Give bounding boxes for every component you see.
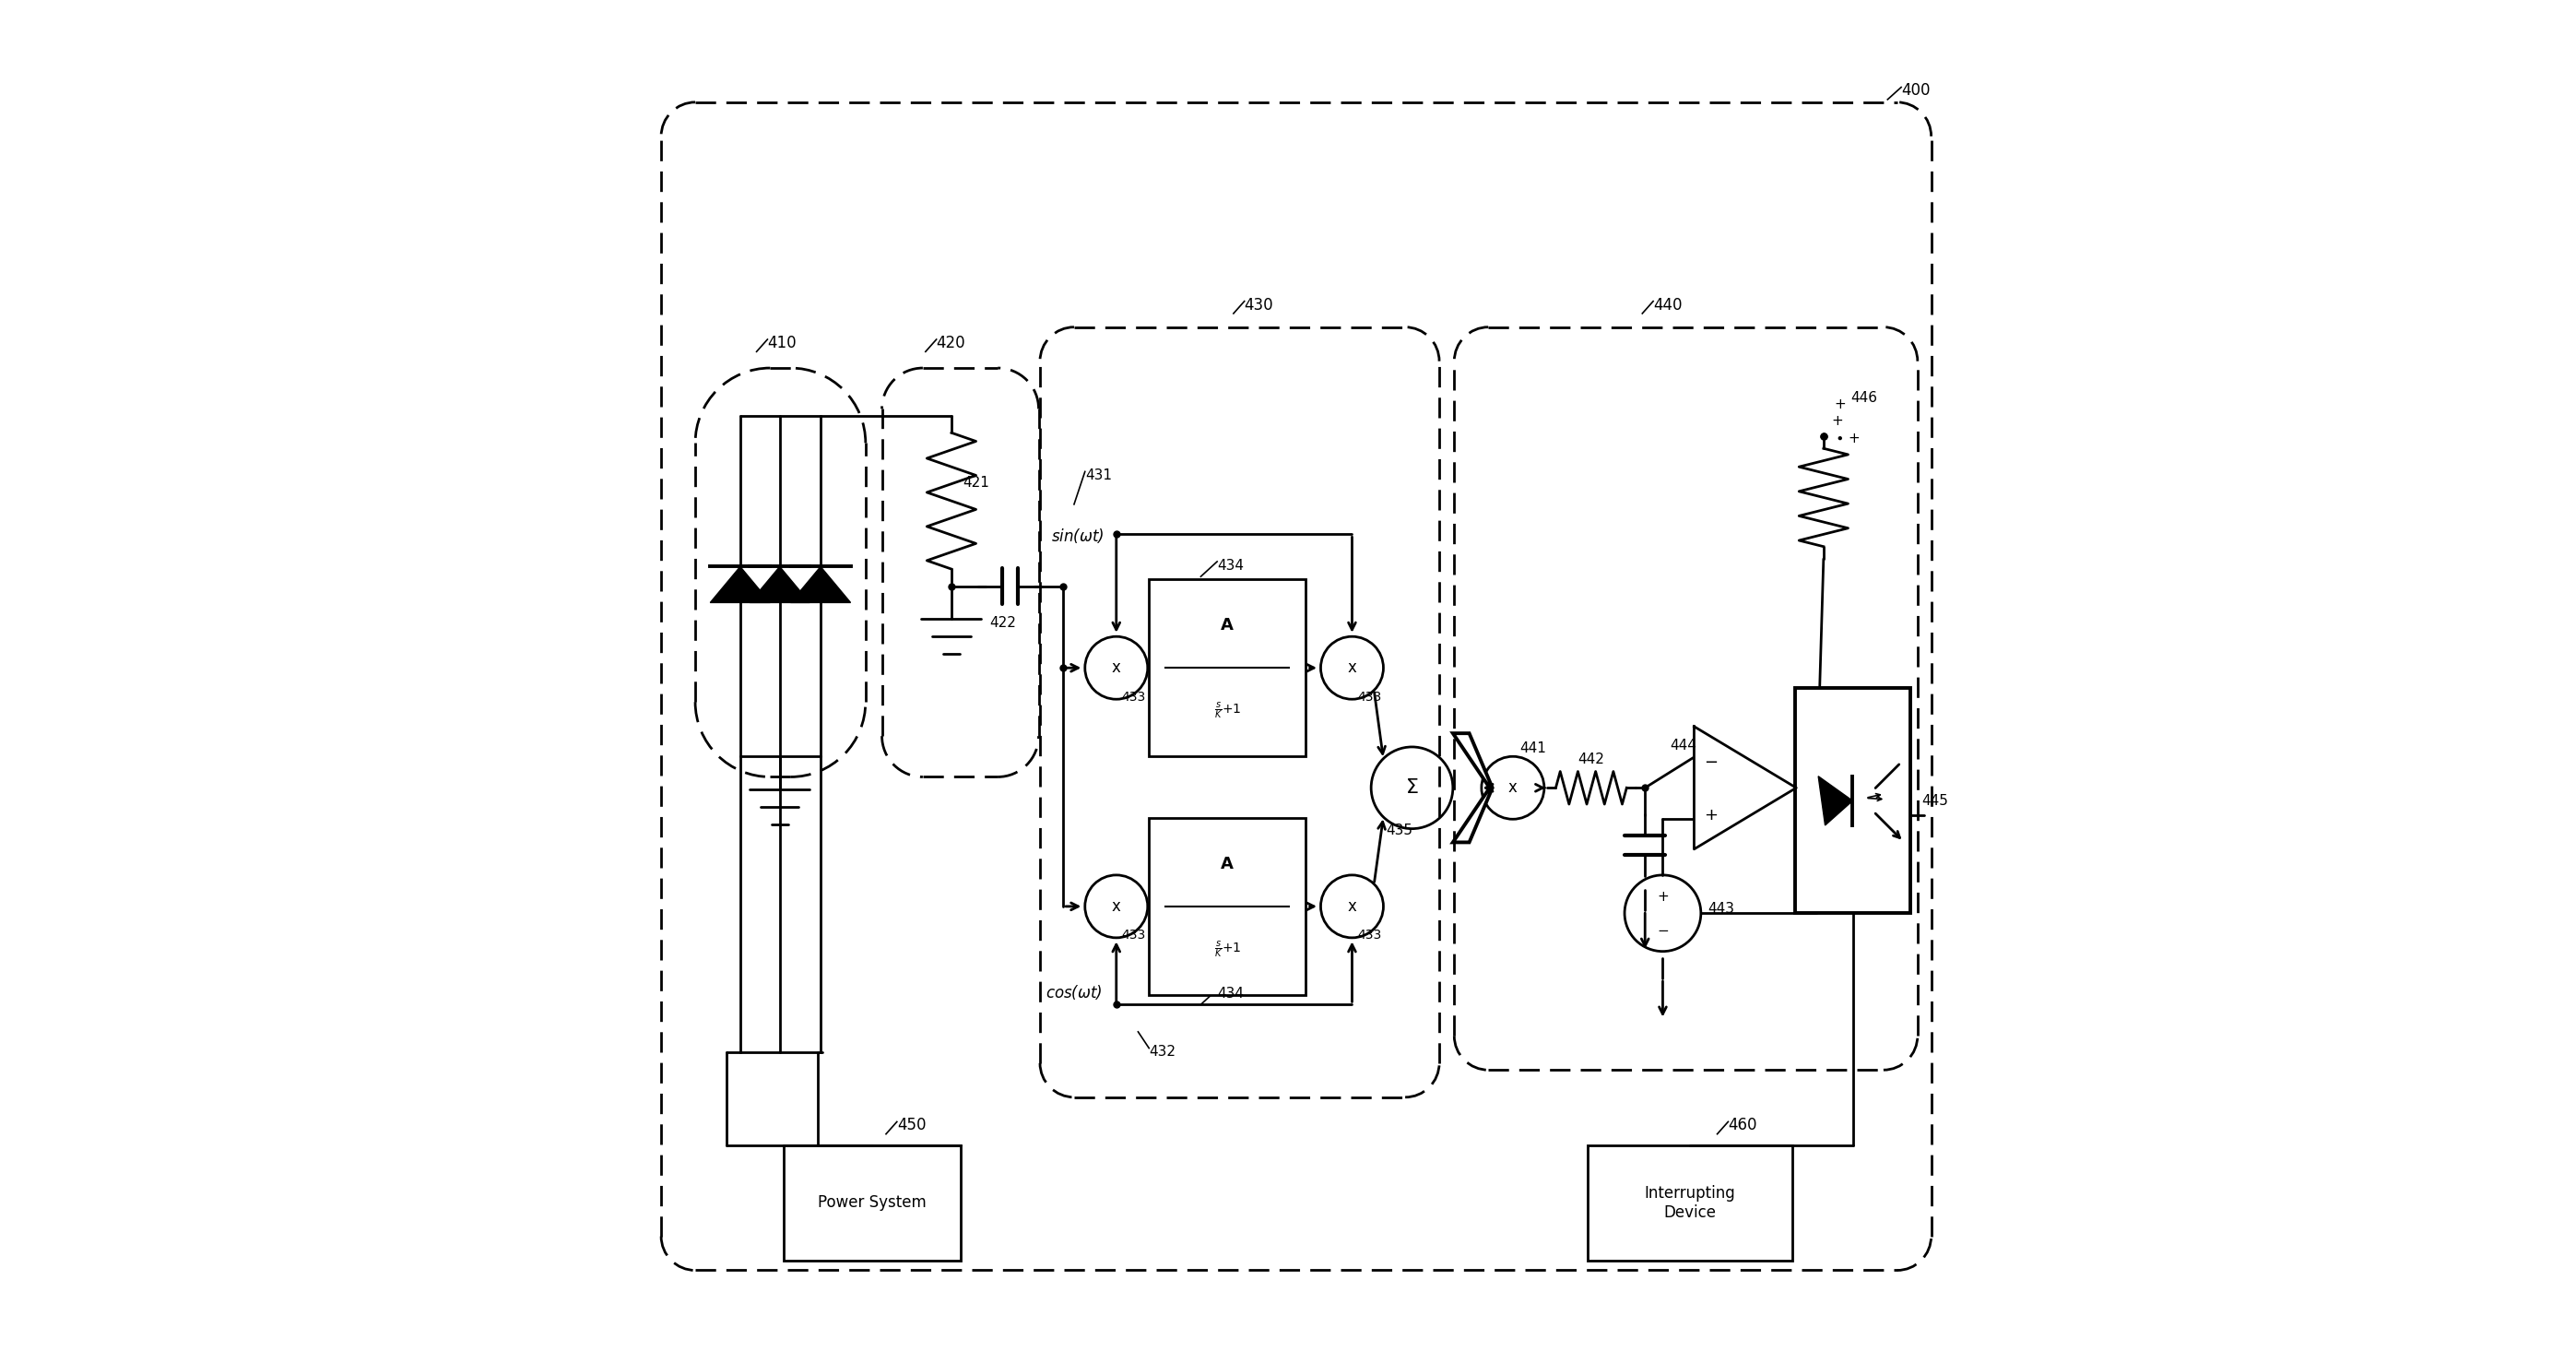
Polygon shape	[1695, 726, 1795, 849]
Text: $\bullet$ +: $\bullet$ +	[1834, 432, 1860, 446]
Bar	[1587, 1145, 1793, 1261]
Text: x: x	[1347, 898, 1358, 915]
Text: $\Sigma$: $\Sigma$	[1406, 778, 1419, 797]
Text: $\frac{s}{K}$+1: $\frac{s}{K}$+1	[1213, 939, 1242, 960]
Text: 420: 420	[938, 335, 966, 352]
Text: $-$: $-$	[1656, 923, 1669, 936]
Text: +: +	[1834, 398, 1847, 412]
Text: $\frac{s}{K}$+1: $\frac{s}{K}$+1	[1213, 701, 1242, 721]
Text: 443: 443	[1708, 902, 1734, 916]
Text: 410: 410	[768, 335, 796, 352]
Text: 446: 446	[1850, 391, 1878, 405]
Text: x: x	[1113, 898, 1121, 915]
Polygon shape	[711, 567, 770, 602]
Text: A: A	[1221, 856, 1234, 872]
Text: 431: 431	[1084, 469, 1113, 483]
Text: 433: 433	[1358, 691, 1381, 703]
Text: x: x	[1347, 660, 1358, 676]
Text: 434: 434	[1216, 559, 1244, 572]
Polygon shape	[1819, 776, 1852, 826]
Text: 421: 421	[963, 476, 989, 491]
Text: $+$: $+$	[1656, 890, 1669, 904]
Text: 430: 430	[1244, 297, 1273, 313]
Text: Interrupting
Device: Interrupting Device	[1643, 1184, 1736, 1221]
Text: 433: 433	[1121, 930, 1146, 942]
Text: cos($\omega$t): cos($\omega$t)	[1046, 983, 1103, 1002]
Text: x: x	[1510, 780, 1517, 796]
Text: 400: 400	[1901, 83, 1929, 99]
Text: 450: 450	[896, 1118, 925, 1134]
Text: 432: 432	[1149, 1045, 1175, 1059]
Text: 433: 433	[1121, 691, 1146, 703]
Polygon shape	[750, 567, 809, 602]
Text: 460: 460	[1728, 1118, 1757, 1134]
Text: 422: 422	[989, 616, 1015, 630]
Text: sin($\omega$t): sin($\omega$t)	[1051, 526, 1105, 545]
Text: 440: 440	[1654, 297, 1682, 313]
Bar	[1795, 688, 1911, 913]
Polygon shape	[1453, 733, 1492, 842]
Bar	[783, 1145, 961, 1261]
Text: 435: 435	[1386, 823, 1412, 837]
Text: 434: 434	[1216, 987, 1244, 1000]
Text: 444: 444	[1669, 739, 1695, 752]
Polygon shape	[791, 567, 850, 602]
Text: 433: 433	[1358, 930, 1381, 942]
Bar	[1149, 579, 1306, 756]
Text: x: x	[1113, 660, 1121, 676]
Text: 442: 442	[1577, 752, 1605, 766]
Text: 445: 445	[1922, 793, 1947, 808]
Text: $+$: $+$	[1703, 807, 1718, 823]
Bar	[1149, 818, 1306, 995]
Text: 441: 441	[1520, 741, 1546, 755]
Text: Power System: Power System	[819, 1194, 927, 1212]
Text: +: +	[1832, 414, 1844, 428]
Text: $-$: $-$	[1703, 752, 1718, 769]
Text: A: A	[1221, 617, 1234, 634]
